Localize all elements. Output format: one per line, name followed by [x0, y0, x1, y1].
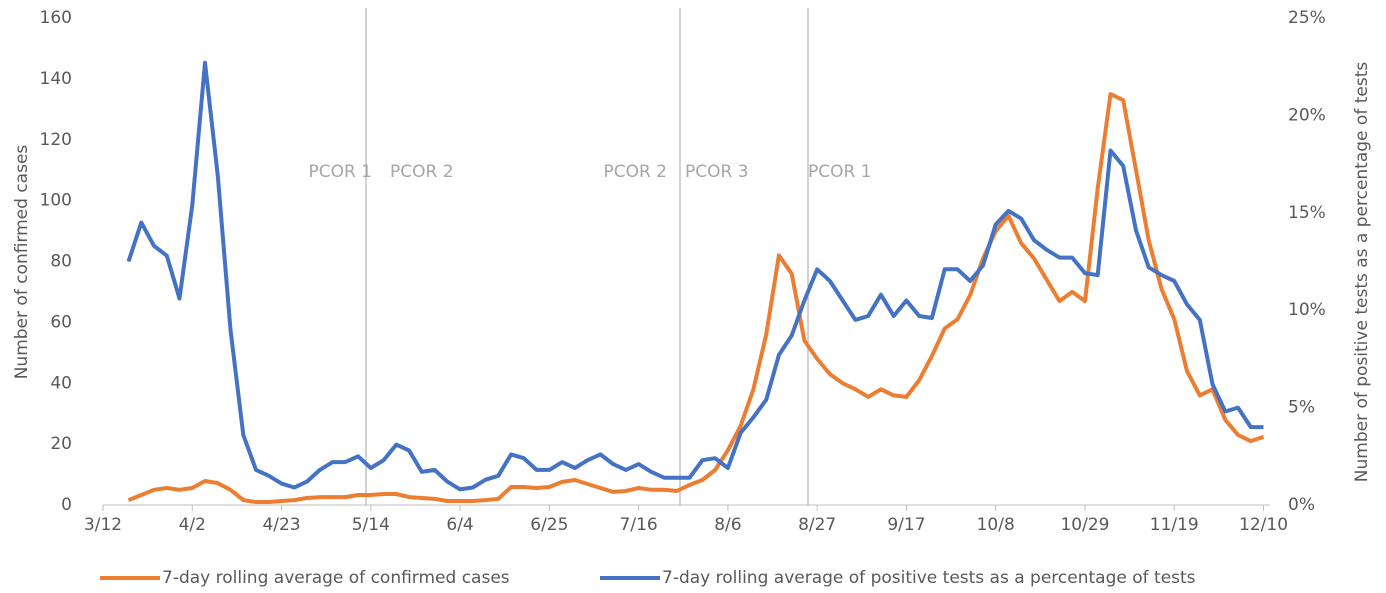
x-tick-label: 11/19 — [1150, 515, 1199, 535]
x-tick-label: 4/23 — [262, 515, 300, 535]
x-tick-label: 5/14 — [352, 515, 390, 535]
y2-tick-label: 25% — [1288, 8, 1326, 28]
y2-tick-label: 20% — [1288, 105, 1326, 125]
y2-tick-label: 0% — [1288, 495, 1315, 515]
y2-tick-label: 10% — [1288, 300, 1326, 320]
x-tick-label: 9/17 — [887, 515, 925, 535]
y-tick-label: 160 — [40, 8, 72, 28]
series-line — [127, 92, 1265, 504]
y-tick-label: 100 — [40, 191, 72, 211]
y-tick-label: 80 — [50, 252, 72, 272]
legend-label: 7-day rolling average of confirmed cases — [162, 568, 510, 588]
legend-label: 7-day rolling average of positive tests … — [662, 568, 1196, 588]
y2-tick-label: 5% — [1288, 398, 1315, 418]
y-tick-label: 40 — [50, 373, 72, 393]
x-tick-label: 7/16 — [620, 515, 658, 535]
y-tick-label: 60 — [50, 312, 72, 332]
annotation: PCOR 2 — [390, 162, 454, 182]
x-tick-label: 6/4 — [446, 515, 473, 535]
x-tick-label: 8/27 — [798, 515, 836, 535]
y-tick-label: 140 — [40, 69, 72, 89]
y-tick-label: 120 — [40, 130, 72, 150]
annotation: PCOR 1 — [308, 162, 372, 182]
y-tick-label: 0 — [61, 495, 72, 515]
x-tick-label: 4/2 — [179, 515, 206, 535]
annotation: PCOR 1 — [808, 162, 872, 182]
annotation: PCOR 3 — [685, 162, 749, 182]
x-tick-label: 6/25 — [530, 515, 568, 535]
y-axis-title: Number of confirmed cases — [12, 145, 32, 380]
y2-axis-title: Number of positive tests as a percentage… — [1352, 62, 1372, 483]
series-line — [126, 60, 1264, 492]
x-tick-label: 3/12 — [84, 515, 122, 535]
x-tick-label: 8/6 — [714, 515, 741, 535]
x-tick-label: 10/8 — [977, 515, 1015, 535]
y-tick-label: 20 — [50, 434, 72, 454]
x-tick-label: 12/10 — [1239, 515, 1288, 535]
annotation: PCOR 2 — [603, 162, 667, 182]
x-tick-label: 10/29 — [1060, 515, 1109, 535]
y2-tick-label: 15% — [1288, 203, 1326, 223]
